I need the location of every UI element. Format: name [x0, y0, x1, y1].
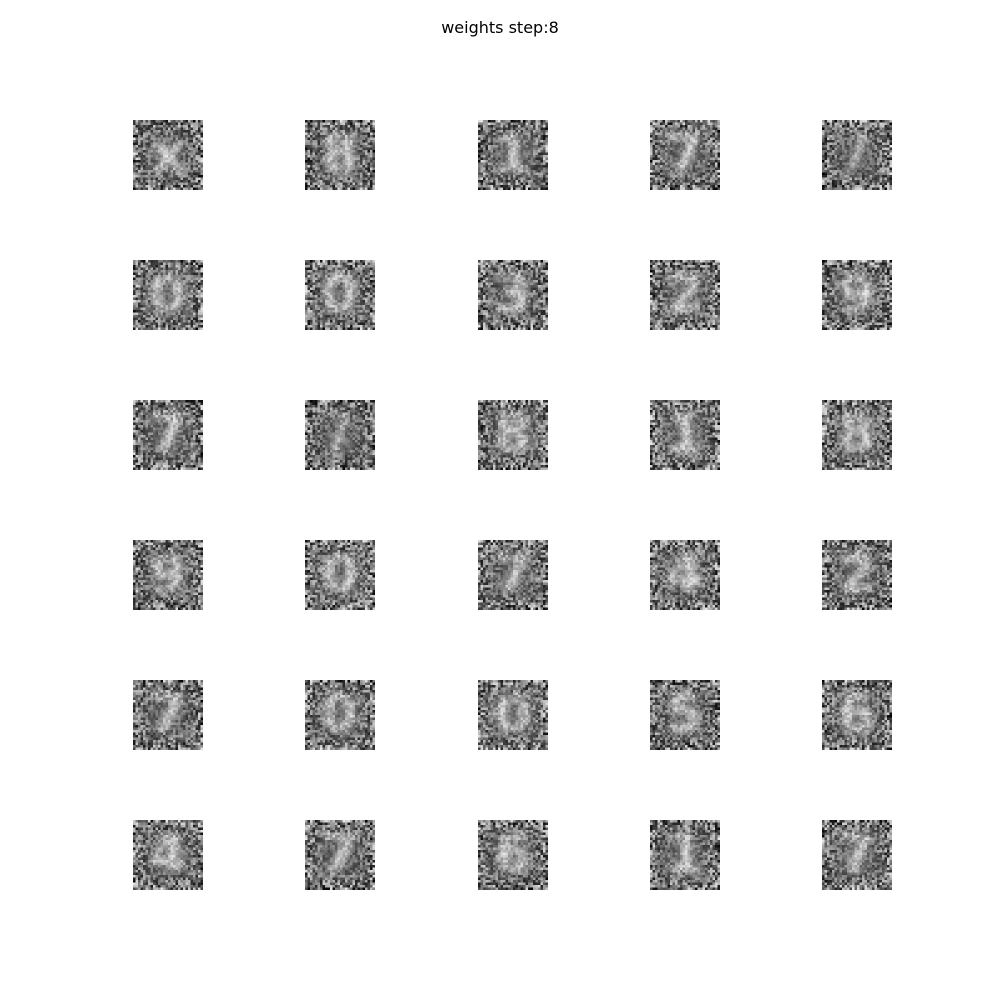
weight-tile [478, 260, 548, 330]
weight-tile [822, 680, 892, 750]
weight-tile [822, 120, 892, 190]
weight-tile [133, 820, 203, 890]
weight-tile [478, 680, 548, 750]
weight-tile [822, 260, 892, 330]
weight-tile [133, 680, 203, 750]
figure-title: weights step:8 [0, 18, 1000, 37]
weight-tile [822, 820, 892, 890]
weight-tile [650, 820, 720, 890]
weight-tile [650, 260, 720, 330]
weight-tile [305, 540, 375, 610]
weight-tile [650, 400, 720, 470]
weight-tile [650, 540, 720, 610]
weight-tile [478, 540, 548, 610]
weight-tile [305, 820, 375, 890]
weight-tile [305, 400, 375, 470]
weight-tile [478, 120, 548, 190]
weight-tile [133, 120, 203, 190]
weight-tile [650, 680, 720, 750]
weight-tile [133, 540, 203, 610]
weight-tile [305, 680, 375, 750]
weight-tile [822, 400, 892, 470]
weight-tile [478, 820, 548, 890]
weight-tile [305, 260, 375, 330]
weight-tile [822, 540, 892, 610]
weight-tile [478, 400, 548, 470]
weight-tile [133, 260, 203, 330]
weight-tile [133, 400, 203, 470]
weight-tile [650, 120, 720, 190]
weight-tile [305, 120, 375, 190]
